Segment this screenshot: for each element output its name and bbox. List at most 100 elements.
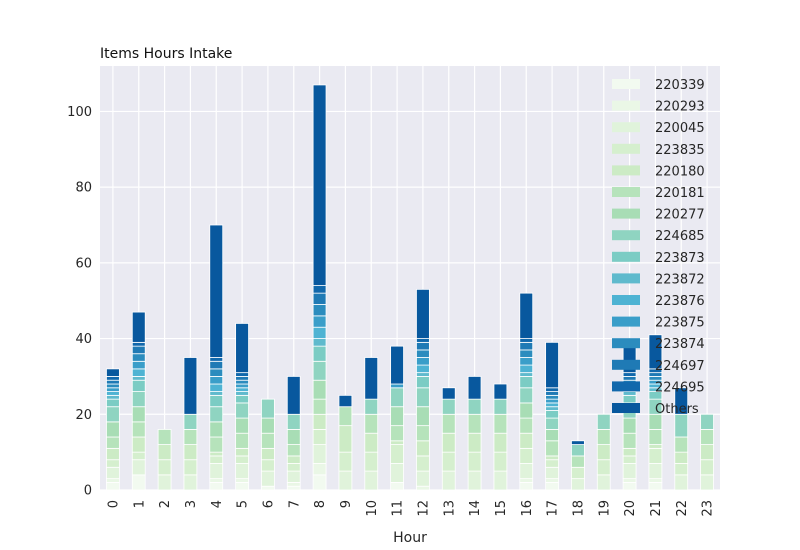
bar-segment-223835-hour-14 <box>467 451 482 472</box>
bar-segment-223835-hour-2 <box>157 459 172 476</box>
bar-segment-223835-hour-21 <box>648 447 663 464</box>
bar-segment-223835-hour-15 <box>493 451 508 472</box>
bar-segment-224685-hour-18 <box>571 444 585 457</box>
legend-label: 220277 <box>655 208 705 223</box>
bar-segment-224697-hour-4 <box>209 360 224 370</box>
x-tick-label: 1 <box>132 500 147 508</box>
bar-segment-223872-hour-5 <box>235 391 249 396</box>
bar-segment-220045-hour-1 <box>131 459 146 476</box>
x-axis-label: Hour <box>393 530 427 546</box>
bar-segment-220180-hour-3 <box>183 444 198 461</box>
legend-swatch-223872 <box>612 273 640 284</box>
bar-segment-220181-hour-22 <box>674 436 689 453</box>
bar-segment-220180-hour-22 <box>674 451 689 464</box>
bar-segment-223876-hour-0 <box>106 391 120 396</box>
legend-swatch-224697 <box>612 359 640 370</box>
bar-segment-220180-hour-8 <box>312 413 327 430</box>
bar-segment-223835-hour-11 <box>390 444 404 464</box>
bar-segment-220045-hour-13 <box>441 470 456 491</box>
bar-segment-223835-hour-23 <box>700 459 714 476</box>
bar-segment-others-hour-9 <box>338 394 353 408</box>
bar-segment-224685-hour-22 <box>674 413 689 438</box>
bar-segment-220293-hour-17 <box>545 478 559 483</box>
bar-segment-223835-hour-17 <box>545 459 559 468</box>
bar-segment-220293-hour-5 <box>235 478 249 483</box>
bar-segment-others-hour-4 <box>209 224 224 358</box>
bar-segment-220045-hour-22 <box>674 474 689 491</box>
legend-label: 220293 <box>655 100 705 115</box>
bar-segment-223875-hour-16 <box>519 357 534 366</box>
bar-segment-others-hour-18 <box>571 440 585 445</box>
bar-segment-224695-hour-16 <box>519 338 534 343</box>
bar-segment-220045-hour-11 <box>390 463 404 483</box>
bar-segment-223876-hour-4 <box>209 383 224 392</box>
bar-segment-220293-hour-0 <box>106 478 120 483</box>
bar-segment-223874-hour-5 <box>235 379 249 385</box>
y-tick-label: 40 <box>75 332 92 347</box>
bar-segment-224697-hour-5 <box>235 376 249 381</box>
x-tick-label: 20 <box>623 500 638 517</box>
legend-label: 223874 <box>655 337 705 352</box>
bar-segment-223874-hour-17 <box>545 394 559 400</box>
bar-segment-others-hour-13 <box>441 387 456 400</box>
bar-segment-224685-hour-16 <box>519 387 534 404</box>
bar-segment-220339-hour-0 <box>106 482 120 491</box>
legend-swatch-223835 <box>612 143 640 154</box>
bar-segment-224695-hour-20 <box>622 372 637 377</box>
bar-segment-others-hour-0 <box>106 368 120 377</box>
legend-swatch-220181 <box>612 187 640 197</box>
bar-segment-others-hour-3 <box>183 357 198 415</box>
x-tick-label: 13 <box>442 500 457 517</box>
bar-segment-220045-hour-17 <box>545 466 559 480</box>
y-tick-label: 60 <box>75 256 92 271</box>
bar-segment-223874-hour-16 <box>519 349 534 358</box>
bar-segment-220180-hour-1 <box>131 436 146 453</box>
bar-segment-220277-hour-17 <box>545 429 559 442</box>
legend-swatch-223875 <box>612 316 640 327</box>
bar-segment-220180-hour-16 <box>519 432 534 449</box>
bar-segment-220293-hour-21 <box>648 478 663 483</box>
bar-segment-220181-hour-7 <box>286 444 301 457</box>
bar-segment-220045-hour-4 <box>209 463 224 480</box>
bar-segment-220180-hour-9 <box>338 425 353 453</box>
bar-segment-220180-hour-20 <box>622 447 637 457</box>
bar-segment-223873-hour-0 <box>106 398 120 408</box>
bar-segment-223835-hour-0 <box>106 459 120 468</box>
bar-segment-223835-hour-19 <box>596 459 611 476</box>
bar-segment-220180-hour-11 <box>390 440 404 445</box>
y-tick-label: 0 <box>84 484 92 499</box>
bar-segment-220180-hour-6 <box>261 447 275 461</box>
x-tick-label: 18 <box>571 500 586 517</box>
bar-segment-224697-hour-17 <box>545 391 559 396</box>
bar-segment-220277-hour-20 <box>622 417 637 434</box>
legend-label: Others <box>655 402 699 417</box>
bar-segment-220045-hour-0 <box>106 466 120 480</box>
legend-swatch-220180 <box>612 165 640 176</box>
bar-segment-220045-hour-14 <box>467 470 482 491</box>
legend-swatch-223873 <box>612 251 640 262</box>
legend-label: 224685 <box>655 229 705 244</box>
bar-segment-223875-hour-12 <box>416 357 430 366</box>
x-axis-ticks: 0 1 2 3 4 5 6 7 8 9 10 11 12 13 14 15 16 17 18 19 20 21 22 23 <box>106 500 715 517</box>
x-tick-label: 15 <box>494 500 509 517</box>
bar-segment-224695-hour-8 <box>312 285 327 294</box>
bar-segment-223873-hour-16 <box>519 376 534 389</box>
legend-label: 224695 <box>655 380 705 395</box>
bar-segment-220180-hour-17 <box>545 455 559 461</box>
bar-segment-223873-hour-4 <box>209 394 224 408</box>
bar-segment-223876-hour-5 <box>235 387 249 392</box>
bar-segment-220181-hour-6 <box>261 432 275 449</box>
bar-segment-220277-hour-4 <box>209 421 224 438</box>
bar-segment-220339-hour-8 <box>312 474 327 491</box>
legend-swatch-224685 <box>612 230 640 241</box>
y-tick-label: 20 <box>75 408 92 423</box>
bar-segment-others-hour-15 <box>493 383 508 400</box>
legend-swatch-220045 <box>612 122 640 133</box>
bar-segment-220045-hour-9 <box>338 470 353 491</box>
bar-segment-220181-hour-10 <box>364 413 379 434</box>
bar-segment-223835-hour-12 <box>416 455 430 472</box>
bar-segment-220181-hour-11 <box>390 425 404 442</box>
bar-segment-223874-hour-4 <box>209 368 224 377</box>
bar-segment-220045-hour-16 <box>519 463 534 480</box>
bar-segment-220339-hour-20 <box>622 482 637 491</box>
